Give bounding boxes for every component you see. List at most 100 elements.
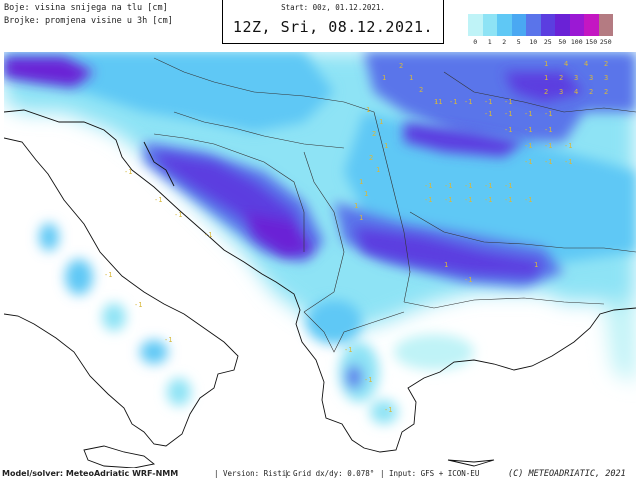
italy-coastline bbox=[4, 137, 239, 447]
change-label: 1 bbox=[366, 106, 370, 114]
crete-coastline bbox=[447, 459, 495, 467]
change-label: -1 bbox=[204, 231, 212, 239]
change-label: -1 bbox=[449, 98, 457, 106]
change-label: -1 bbox=[364, 376, 372, 384]
coastlines bbox=[4, 109, 636, 468]
footer-model: Model/solver: MeteoAdriatic WRF-NMM bbox=[2, 469, 179, 478]
legend-colors-line: Boje: visina snijega na tlu [cm] bbox=[4, 3, 168, 13]
colorbar-tick-label: 150 bbox=[585, 38, 598, 46]
change-label: -1 bbox=[484, 182, 492, 190]
change-label: 3 bbox=[604, 74, 608, 82]
change-label: 1 bbox=[379, 118, 383, 126]
change-label: 2 bbox=[604, 60, 608, 68]
italy-snow bbox=[39, 223, 191, 406]
colorbar-tick-label: 50 bbox=[558, 38, 567, 46]
snow-field-heavy bbox=[4, 57, 584, 277]
colorbar-swatch bbox=[540, 14, 555, 36]
colorbar-swatch bbox=[598, 14, 613, 36]
change-label: 4 bbox=[574, 88, 578, 96]
colorbar-swatch bbox=[497, 14, 512, 36]
colorbar-tick-label: 5 bbox=[516, 38, 521, 46]
change-label: 2 bbox=[544, 88, 548, 96]
colorbar-tick-label: 2 bbox=[502, 38, 507, 46]
change-label: -1 bbox=[484, 110, 492, 118]
change-label: 1 bbox=[384, 142, 388, 150]
colorbar-swatch bbox=[569, 14, 584, 36]
change-label: -1 bbox=[444, 182, 452, 190]
change-label: 2 bbox=[419, 86, 423, 94]
change-label: -1 bbox=[504, 196, 512, 204]
change-label: -1 bbox=[424, 196, 432, 204]
legend-numbers-line: Brojke: promjena visine u 3h [cm] bbox=[4, 16, 173, 26]
colorbar-swatch bbox=[468, 14, 483, 36]
change-label: 2 bbox=[604, 88, 608, 96]
colorbar-tick-label: 100 bbox=[570, 38, 583, 46]
change-label: 3 bbox=[574, 74, 578, 82]
change-label: -1 bbox=[544, 158, 552, 166]
change-label: -1 bbox=[154, 196, 162, 204]
colorbar-tick-label: 10 bbox=[529, 38, 538, 46]
istria-coast bbox=[143, 141, 175, 187]
border-bulgaria-greece bbox=[403, 297, 605, 309]
change-label: -1 bbox=[524, 158, 532, 166]
change-label: 2 bbox=[559, 74, 563, 82]
border-austria-hungary bbox=[153, 57, 375, 113]
colorbar-tick-label: 1 bbox=[487, 38, 492, 46]
colorbar-labels: 0 1 2 5 10 25 50 100 150 250 bbox=[468, 38, 640, 48]
change-label: -1 bbox=[464, 182, 472, 190]
change-label: -1 bbox=[524, 126, 532, 134]
map-canvas: 1 2 1 2 1 1 4 4 2 1 2 3 3 3 2 3 4 2 2 -1… bbox=[4, 52, 636, 468]
change-label: -1 bbox=[464, 276, 472, 284]
change-label: -1 bbox=[504, 110, 512, 118]
change-label: -1 bbox=[104, 271, 112, 279]
change-label: 1 bbox=[544, 60, 548, 68]
change-label: 2 bbox=[372, 130, 376, 138]
border-croatia-hungary bbox=[173, 111, 345, 149]
colorbar-tick-label: 0 bbox=[473, 38, 478, 46]
country-borders bbox=[153, 57, 636, 353]
change-label: -1 bbox=[434, 98, 442, 106]
change-label: 1 bbox=[359, 178, 363, 186]
change-label: -1 bbox=[344, 346, 352, 354]
change-label: 2 bbox=[589, 88, 593, 96]
change-label: -1 bbox=[124, 168, 132, 176]
balkan-coastline bbox=[4, 109, 636, 453]
change-label: 1 bbox=[364, 190, 368, 198]
change-label: 1 bbox=[444, 261, 448, 269]
change-label: -1 bbox=[384, 406, 392, 414]
change-label: -1 bbox=[564, 158, 572, 166]
colorbar-swatch bbox=[511, 14, 526, 36]
change-label: -1 bbox=[504, 126, 512, 134]
valid-time-title: 12Z, Sri, 08.12.2021. bbox=[232, 18, 434, 36]
change-label: 1 bbox=[359, 214, 363, 222]
change-label: 3 bbox=[589, 74, 593, 82]
change-label: -1 bbox=[134, 301, 142, 309]
change-label: -1 bbox=[444, 196, 452, 204]
change-label: -1 bbox=[544, 110, 552, 118]
change-label: -1 bbox=[544, 126, 552, 134]
change-label: 2 bbox=[399, 62, 403, 70]
footer-grid: | Grid dx/dy: 0.078° bbox=[284, 469, 375, 478]
footer-credit: (C) METEOADRIATIC, 2021 bbox=[508, 469, 626, 479]
change-label: 1 bbox=[354, 202, 358, 210]
border-albania-macedonia bbox=[303, 311, 405, 353]
change-label: -1 bbox=[504, 98, 512, 106]
colorbar-tick-label: 25 bbox=[543, 38, 552, 46]
change-label: 4 bbox=[584, 60, 588, 68]
forecast-title-box: Start: 00z, 01.12.2021. 12Z, Sri, 08.12.… bbox=[222, 0, 444, 44]
snow-change-labels: 1 2 1 2 1 1 4 4 2 1 2 3 3 3 2 3 4 2 2 -1… bbox=[104, 60, 608, 414]
change-label: -1 bbox=[484, 196, 492, 204]
change-label: 1 bbox=[434, 98, 438, 106]
colorbar-tick-label: 250 bbox=[599, 38, 612, 46]
border-romania-ukraine bbox=[443, 71, 636, 113]
change-label: -1 bbox=[544, 142, 552, 150]
change-label: -1 bbox=[164, 336, 172, 344]
change-label: -1 bbox=[524, 196, 532, 204]
border-danube bbox=[409, 211, 636, 253]
footer-version: | Version: Ristic bbox=[214, 469, 291, 478]
change-label: -1 bbox=[524, 110, 532, 118]
change-label: 1 bbox=[544, 74, 548, 82]
change-label: -1 bbox=[464, 196, 472, 204]
colorbar-swatch bbox=[555, 14, 570, 36]
map-legend-text: Boje: visina snijega na tlu [cm] Brojke:… bbox=[4, 2, 173, 28]
